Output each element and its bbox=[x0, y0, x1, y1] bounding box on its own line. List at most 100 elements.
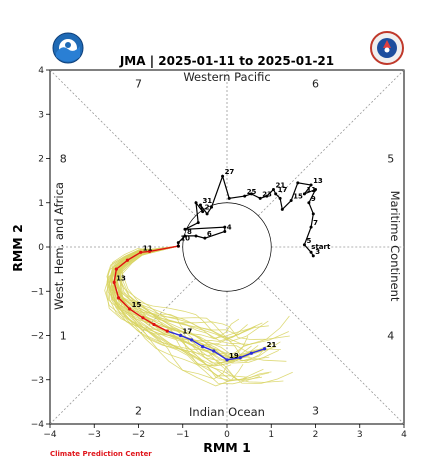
phase-number-4: 4 bbox=[387, 330, 394, 343]
observed-point bbox=[296, 181, 300, 185]
observed-day-label: 11 bbox=[306, 186, 316, 194]
observed-point bbox=[223, 230, 227, 234]
forecast-mean-point bbox=[238, 356, 242, 360]
observed-day-label: 10 bbox=[180, 235, 190, 243]
observed-point bbox=[223, 225, 227, 229]
observed-day-label: 9 bbox=[311, 195, 316, 203]
observed-point bbox=[311, 254, 315, 258]
phase-number-6: 6 bbox=[312, 77, 319, 90]
unit-circle bbox=[182, 202, 272, 292]
forecast-mean-segment bbox=[153, 323, 168, 332]
forecast-mean-point bbox=[147, 249, 152, 254]
y-tick-label: 4 bbox=[38, 66, 44, 76]
footer-credit: Climate Prediction Center bbox=[50, 450, 152, 458]
forecast-mean-point bbox=[139, 250, 143, 254]
nws-logo bbox=[370, 31, 404, 65]
observed-point bbox=[271, 187, 275, 191]
start-label: start bbox=[311, 243, 331, 251]
forecast-mean-segment bbox=[149, 245, 179, 253]
observed-point bbox=[194, 234, 198, 238]
x-tick-label: −4 bbox=[43, 430, 57, 440]
observed-point bbox=[176, 241, 180, 245]
phase-number-1: 1 bbox=[60, 330, 67, 343]
observed-point bbox=[280, 207, 284, 211]
observed-day-label: 25 bbox=[247, 188, 257, 196]
observed-day-label: 5 bbox=[306, 237, 311, 245]
phase-number-7: 7 bbox=[135, 77, 142, 90]
observed-day-label: 13 bbox=[313, 177, 323, 185]
observed-point bbox=[194, 201, 198, 205]
y-tick-label: 1 bbox=[38, 199, 44, 209]
forecast-mean-segment bbox=[118, 297, 131, 310]
y-tick-label: −2 bbox=[31, 332, 44, 342]
forecast-mean-segment bbox=[180, 334, 192, 341]
phase-number-2: 2 bbox=[135, 405, 142, 418]
y-tick-label: 0 bbox=[38, 243, 44, 253]
ensemble-member-line bbox=[120, 245, 293, 384]
observed-point bbox=[203, 236, 207, 240]
observed-day-label: 6 bbox=[207, 230, 212, 238]
phase-number-8: 8 bbox=[60, 153, 67, 166]
observed-day-label: 3 bbox=[315, 248, 320, 256]
forecast-mean-segment bbox=[113, 269, 118, 283]
forecast-mean-point bbox=[112, 280, 116, 284]
y-axis-label: RMM 2 bbox=[10, 224, 25, 272]
x-tick-label: 3 bbox=[357, 430, 363, 440]
forecast-mean-point bbox=[201, 344, 205, 349]
observed-point bbox=[249, 192, 253, 196]
x-tick-label: 0 bbox=[224, 430, 230, 440]
observed-day-label: 31 bbox=[202, 197, 212, 205]
observed-point bbox=[309, 250, 313, 254]
observed-day-label: 23 bbox=[262, 190, 272, 198]
region-top-label: Western Pacific bbox=[183, 70, 270, 84]
forecast-mean-segment bbox=[113, 282, 120, 299]
forecast-day-label: 13 bbox=[116, 274, 126, 282]
forecast-mean-segment bbox=[127, 251, 142, 261]
observed-point bbox=[314, 187, 317, 191]
forecast-day-label: 19 bbox=[229, 352, 239, 360]
observed-day-label: 17 bbox=[278, 186, 288, 194]
observed-day-label: 21 bbox=[275, 181, 285, 189]
forecast-mean-point bbox=[165, 329, 169, 333]
observed-day-label: 15 bbox=[293, 193, 303, 201]
forecast-day-label: 15 bbox=[132, 301, 142, 309]
forecast-mean-point bbox=[116, 296, 121, 300]
forecast-mean-point bbox=[114, 267, 118, 271]
ensemble-member-line bbox=[112, 245, 264, 382]
observed-point bbox=[307, 201, 311, 205]
forecast-mean-segment bbox=[167, 330, 181, 337]
observed-point bbox=[258, 196, 262, 200]
observed-day-label: 4 bbox=[227, 224, 232, 232]
x-tick-label: −2 bbox=[132, 430, 145, 440]
observed-point bbox=[210, 205, 214, 209]
ensemble-member-line bbox=[121, 245, 290, 340]
observed-point bbox=[205, 212, 209, 216]
forecast-mean-segment bbox=[226, 356, 241, 361]
diagonal-guide bbox=[49, 69, 196, 216]
forecast-mean-point bbox=[178, 333, 183, 338]
forecast-mean-point bbox=[125, 258, 130, 262]
forecast-mean-point bbox=[152, 322, 156, 327]
region-bottom-label: Indian Ocean bbox=[189, 405, 265, 419]
observed-point bbox=[196, 221, 200, 225]
forecast-day-label: 17 bbox=[183, 328, 193, 336]
forecast-mean-segment bbox=[240, 352, 252, 359]
observed-point bbox=[311, 212, 315, 216]
forecast-mean-point bbox=[141, 316, 145, 320]
forecast-mean-segment bbox=[202, 345, 214, 352]
ensemble-member-line bbox=[106, 245, 249, 366]
observed-day-label: 2 bbox=[205, 204, 210, 212]
x-tick-label: 4 bbox=[401, 430, 407, 440]
forecast-day-label: 21 bbox=[267, 341, 277, 349]
region-right-label: Maritime Continent bbox=[388, 191, 402, 302]
forecast-mean-point bbox=[263, 347, 267, 351]
forecast-day-label: 11 bbox=[143, 244, 153, 252]
phase-number-3: 3 bbox=[312, 405, 319, 418]
observed-point bbox=[176, 244, 180, 248]
forecast-mean-point bbox=[212, 349, 216, 353]
forecast-mean-segment bbox=[129, 308, 144, 319]
x-tick-label: 2 bbox=[313, 430, 319, 440]
